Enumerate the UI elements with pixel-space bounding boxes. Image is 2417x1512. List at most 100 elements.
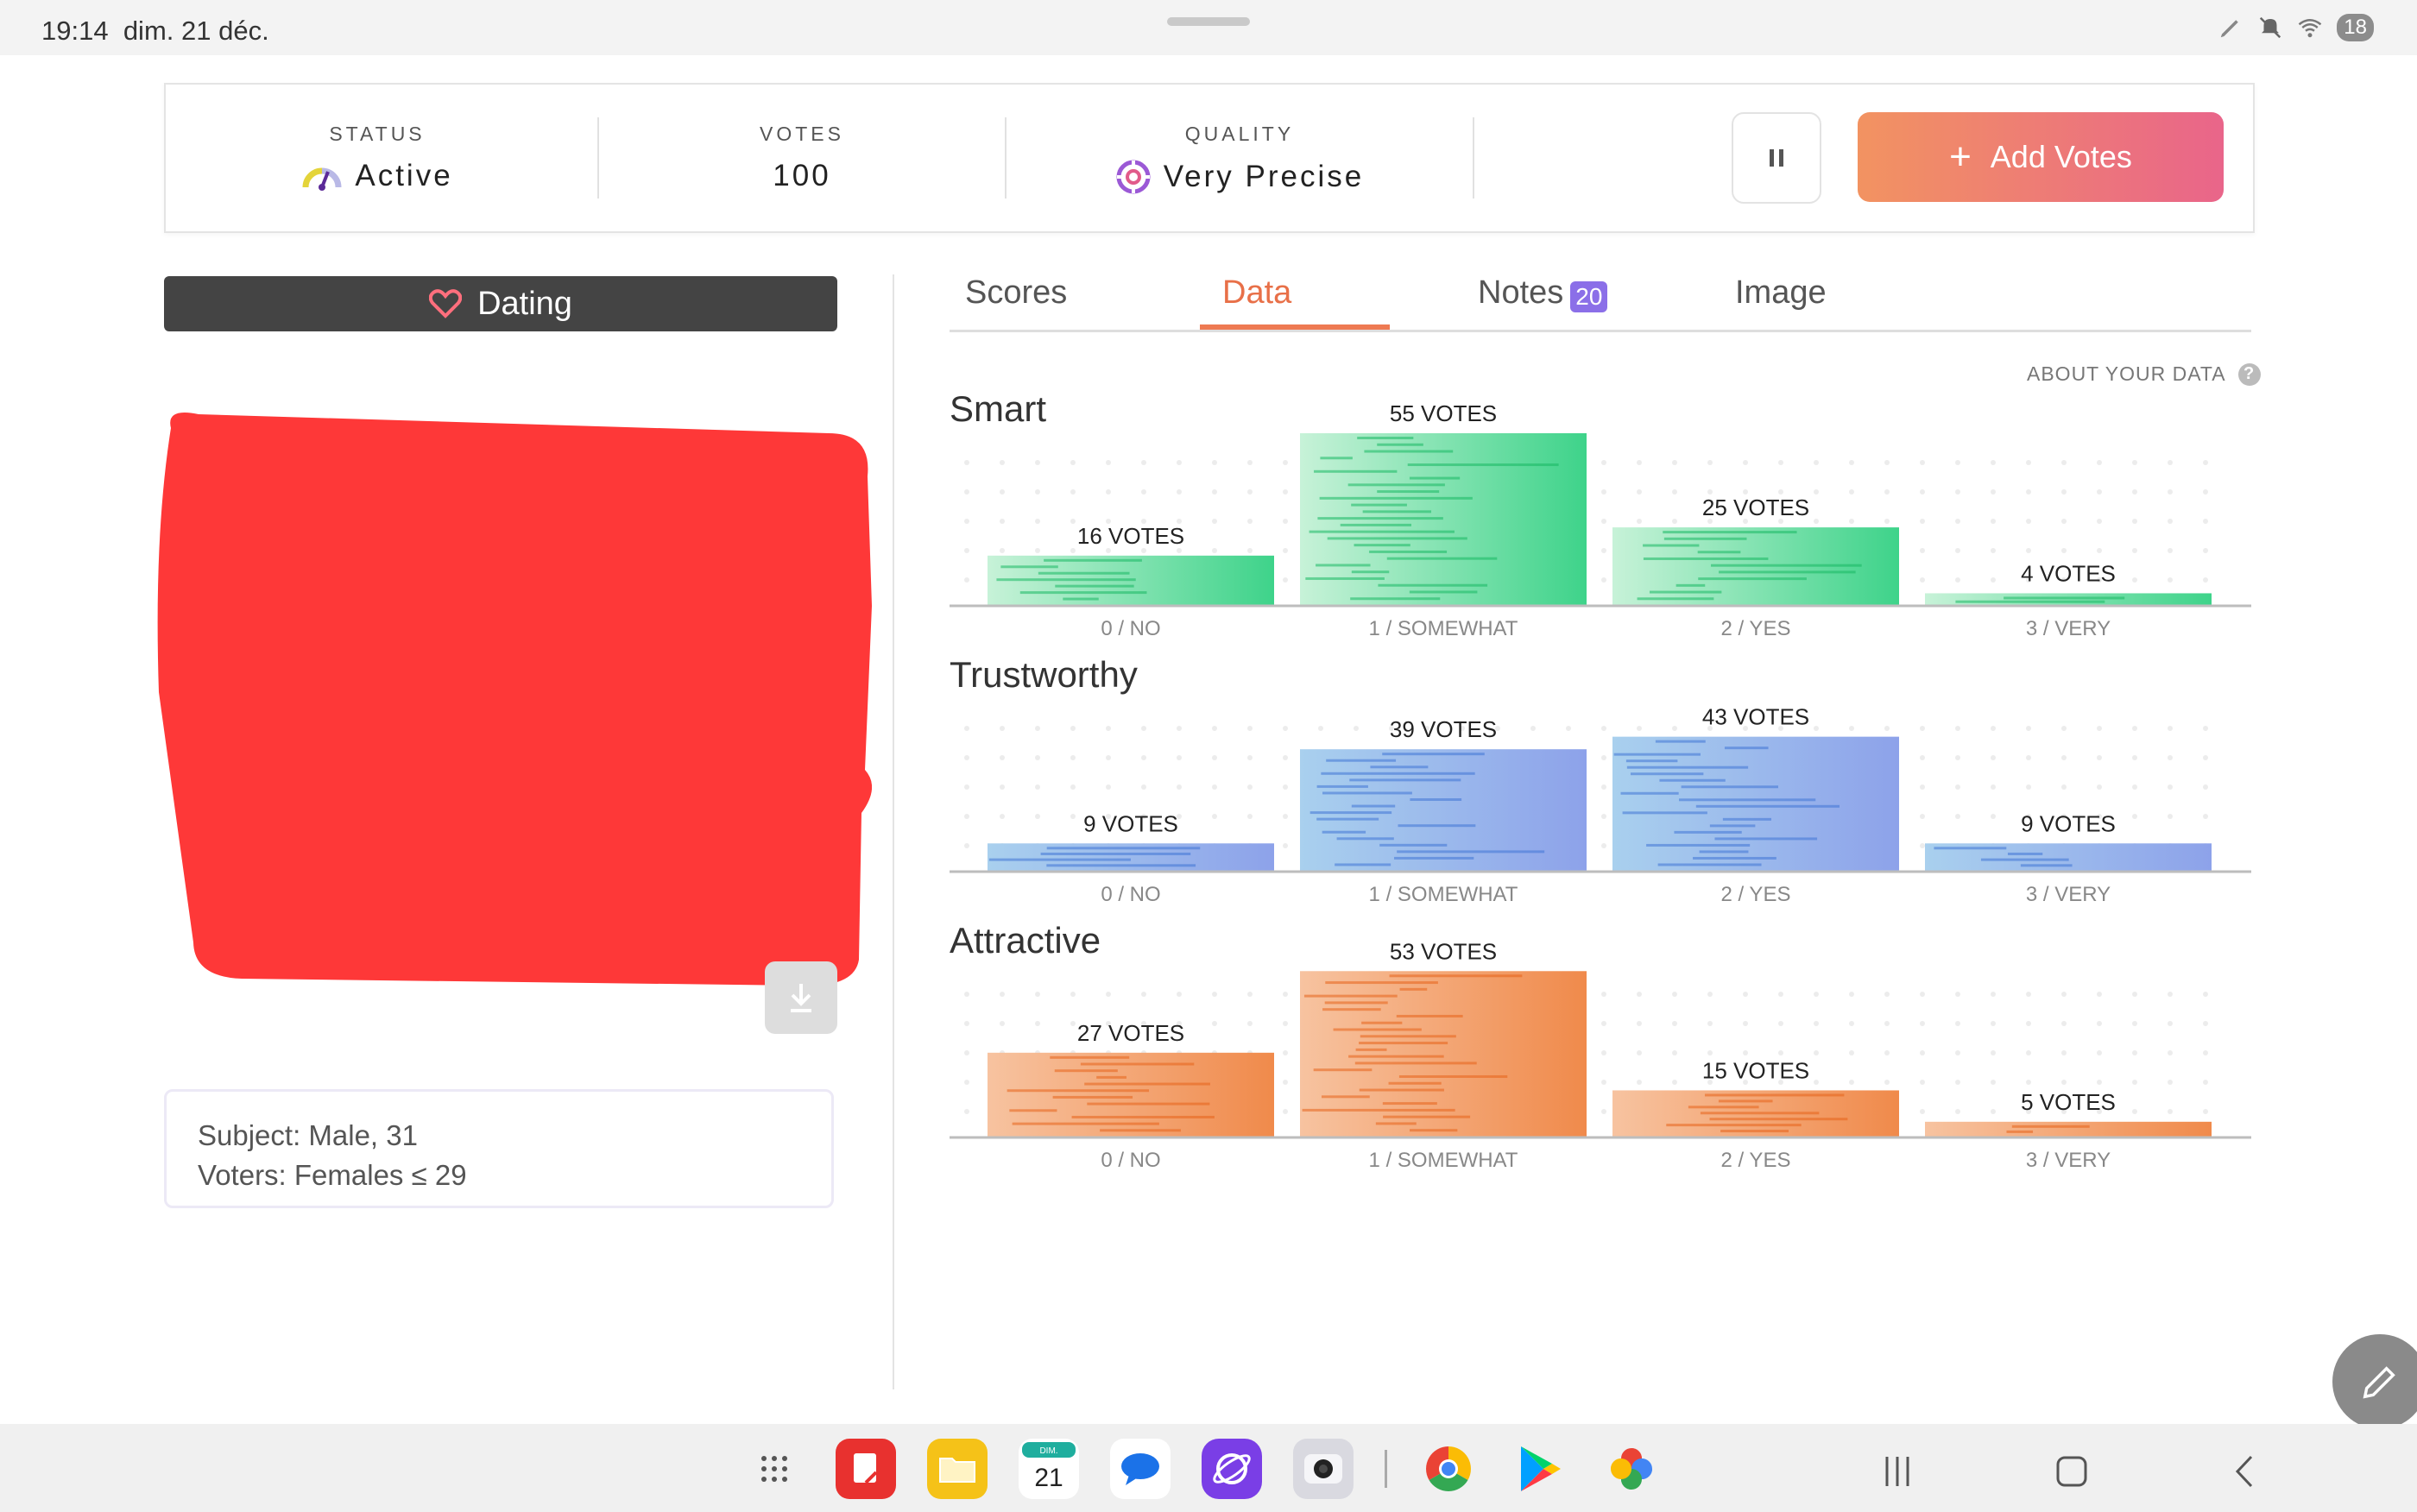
add-votes-button[interactable]: + Add Votes xyxy=(1858,112,2224,202)
system-status-bar: 19:14 dim. 21 déc. 18 xyxy=(0,0,2417,55)
category-tick-label: 3 / VERY xyxy=(2026,1149,2111,1172)
bar-value-label: 55 VOTES xyxy=(1390,400,1497,426)
plus-icon: + xyxy=(1949,135,1972,178)
bar-vote-stripes xyxy=(1007,1055,1215,1132)
bar-value-label: 9 VOTES xyxy=(2021,810,2116,836)
chart-bar xyxy=(1612,736,1899,872)
pen-icon xyxy=(2221,20,2239,38)
summary-card: STATUS Active VOTES 100 QUALITY xyxy=(164,83,2255,233)
bar-value-label: 5 VOTES xyxy=(2021,1089,2116,1115)
bar-vote-stripes xyxy=(1305,437,1559,601)
quality-label: QUALITY xyxy=(1184,123,1295,145)
pause-button[interactable] xyxy=(1732,112,1821,204)
status-value-row: Active xyxy=(166,159,589,193)
subject-line: Subject: Male, 31 xyxy=(198,1119,418,1151)
back-button[interactable] xyxy=(2234,1450,2255,1493)
help-icon: ? xyxy=(2237,362,2261,386)
add-votes-label: Add Votes xyxy=(1990,139,2132,174)
stat-divider xyxy=(1473,117,1474,198)
app-dock: DIM. 21 xyxy=(744,1438,1662,1500)
votes-value: 100 xyxy=(599,159,1005,193)
tab-notes-label: Notes xyxy=(1478,274,1564,311)
photos-app-icon[interactable] xyxy=(1601,1439,1662,1499)
internet-app-icon[interactable] xyxy=(1202,1439,1262,1499)
category-label: Dating xyxy=(477,285,572,322)
chart-bar xyxy=(1925,1121,2212,1137)
status-time: 19:14 xyxy=(41,16,109,46)
tab-data-label: Data xyxy=(1222,274,1292,311)
category-tick-label: 3 / VERY xyxy=(2026,617,2111,640)
chart-bar xyxy=(1925,593,2212,606)
bar-vote-stripes xyxy=(988,847,1201,867)
quality-stat: QUALITY Very Precise xyxy=(1007,85,1473,231)
app-drawer-icon[interactable] xyxy=(744,1439,805,1499)
chart-title-trustworthy: Trustworthy xyxy=(950,654,1138,695)
tab-notes[interactable]: Notes 20 xyxy=(1478,274,1608,330)
tab-scores[interactable]: Scores xyxy=(965,274,1067,330)
target-icon xyxy=(1116,160,1151,194)
chart-title-smart: Smart xyxy=(950,388,1047,429)
status-bar-clock: 19:14 dim. 21 déc. xyxy=(41,16,269,47)
play-store-app-icon[interactable] xyxy=(1510,1439,1570,1499)
bar-value-label: 39 VOTES xyxy=(1390,716,1497,742)
bar-vote-stripes xyxy=(996,558,1147,601)
stat-divider xyxy=(1005,117,1007,198)
bar-value-label: 15 VOTES xyxy=(1702,1057,1809,1083)
bar-value-label: 25 VOTES xyxy=(1702,495,1809,520)
category-tick-label: 0 / NO xyxy=(1101,1149,1160,1172)
bar-value-label: 9 VOTES xyxy=(1083,810,1178,836)
subject-info-card: Subject: Male, 31 Voters: Females ≤ 29 xyxy=(164,1089,834,1208)
bar-value-label: 4 VOTES xyxy=(2021,560,2116,586)
category-banner: Dating xyxy=(164,276,837,331)
home-button[interactable] xyxy=(2054,1450,2089,1493)
bar-vote-stripes xyxy=(1934,847,2073,867)
calendar-app-icon[interactable]: DIM. 21 xyxy=(1019,1439,1079,1499)
chart-title-attractive: Attractive xyxy=(950,920,1101,961)
wifi-icon xyxy=(2299,19,2322,38)
camera-app-icon[interactable] xyxy=(1293,1439,1354,1499)
battery-indicator: 18 xyxy=(2337,14,2374,41)
bar-vote-stripes xyxy=(1302,974,1523,1132)
status-date: dim. 21 déc. xyxy=(123,16,269,46)
files-app-icon[interactable] xyxy=(927,1439,988,1499)
bar-value-label: 16 VOTES xyxy=(1077,523,1184,549)
results-tabs: Scores Data Notes 20 Image xyxy=(950,274,2251,332)
category-tick-label: 1 / SOMEWHAT xyxy=(1369,1149,1518,1172)
column-divider xyxy=(893,274,894,1389)
category-tick-label: 3 / VERY xyxy=(2026,883,2111,906)
stat-divider xyxy=(597,117,599,198)
tab-image[interactable]: Image xyxy=(1735,274,1827,330)
votes-stat: VOTES 100 xyxy=(599,85,1005,231)
quality-value-row: Very Precise xyxy=(1007,159,1473,195)
votes-label: VOTES xyxy=(760,123,844,145)
category-tick-label: 0 / NO xyxy=(1101,883,1160,906)
category-tick-label: 2 / YES xyxy=(1721,883,1791,906)
trustworthy-chart: 9 VOTES 0 / NO 39 VOTES 1 / SOMEWHAT 43 VOTE… xyxy=(950,704,2251,906)
tab-data[interactable]: Data xyxy=(1222,274,1291,330)
about-your-data-link[interactable]: ABOUT YOUR DATA ? xyxy=(2027,362,2261,386)
bar-vote-stripes xyxy=(1666,1093,1848,1133)
drag-handle[interactable] xyxy=(1167,17,1250,26)
download-icon xyxy=(791,984,811,1012)
category-tick-label: 1 / SOMEWHAT xyxy=(1369,617,1518,640)
smart-chart: 16 VOTES 0 / NO 55 VOTES 1 / SOMEWHAT 25 VOT… xyxy=(950,400,2251,640)
notes-app-icon[interactable] xyxy=(836,1439,896,1499)
bar-vote-stripes xyxy=(1955,596,2125,603)
calendar-day-number: 21 xyxy=(1034,1464,1063,1492)
tab-scores-label: Scores xyxy=(965,274,1068,311)
notes-count-badge: 20 xyxy=(1570,281,1608,312)
chrome-app-icon[interactable] xyxy=(1418,1439,1479,1499)
recent-apps-button[interactable] xyxy=(1882,1450,1913,1493)
quality-value: Very Precise xyxy=(1163,160,1365,193)
messages-app-icon[interactable] xyxy=(1110,1439,1171,1499)
pencil-icon xyxy=(2363,1366,2395,1399)
edit-fab-button[interactable] xyxy=(2332,1334,2417,1429)
category-tick-label: 2 / YES xyxy=(1721,1149,1791,1172)
bar-value-label: 43 VOTES xyxy=(1702,704,1809,730)
download-button[interactable] xyxy=(765,961,837,1034)
status-stat: STATUS Active xyxy=(166,85,589,231)
active-tab-indicator xyxy=(1200,324,1390,330)
bar-vote-stripes xyxy=(1637,531,1862,601)
chart-bar xyxy=(1300,749,1587,872)
category-tick-label: 0 / NO xyxy=(1101,617,1160,640)
